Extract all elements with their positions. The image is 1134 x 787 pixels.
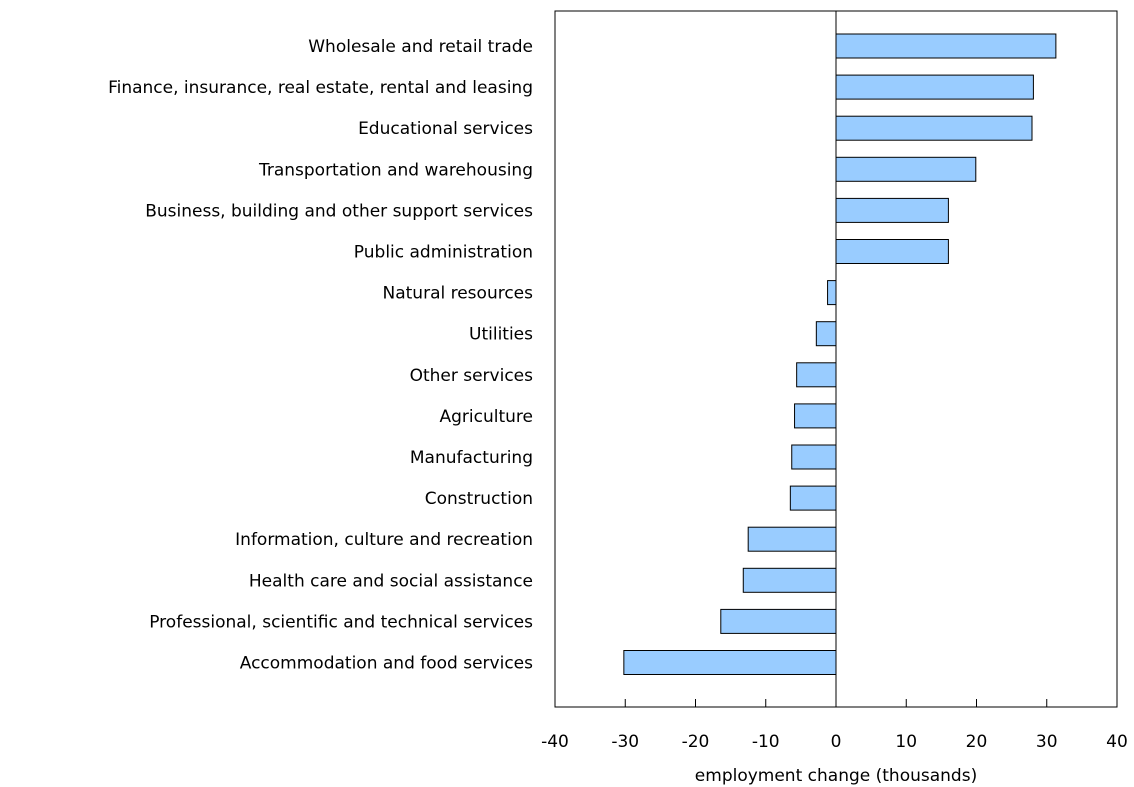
category-label: Accommodation and food services xyxy=(240,654,533,674)
bar xyxy=(827,280,837,306)
category-label: Other services xyxy=(410,366,534,386)
bar xyxy=(815,321,837,347)
x-tick-label: 10 xyxy=(895,732,917,752)
category-label: Construction xyxy=(425,489,533,509)
category-label: Agriculture xyxy=(440,407,534,427)
category-label: Health care and social assistance xyxy=(249,571,533,591)
bar xyxy=(742,567,837,593)
bar xyxy=(835,74,1034,100)
category-labels-group: Wholesale and retail trade Finance, insur… xyxy=(108,37,533,674)
bar xyxy=(796,362,837,388)
x-ticks-group: -40 -30 -20 -10 0 10 20 30 40 xyxy=(541,699,1128,752)
bar xyxy=(794,403,837,429)
bar xyxy=(789,485,837,511)
x-tick-label: -10 xyxy=(752,732,780,752)
x-tick-label: 0 xyxy=(831,732,842,752)
x-tick-label: -20 xyxy=(682,732,710,752)
bar xyxy=(623,650,837,675)
bar xyxy=(835,115,1033,141)
x-axis-label: employment change (thousands) xyxy=(695,766,977,786)
x-tick-label: -40 xyxy=(541,732,569,752)
bar xyxy=(835,156,977,182)
bar xyxy=(791,444,837,470)
bar xyxy=(720,608,837,634)
category-label: Finance, insurance, real estate, rental … xyxy=(108,78,533,98)
x-tick-label: 20 xyxy=(966,732,988,752)
category-label: Professional, scientific and technical s… xyxy=(149,612,533,632)
plot-frame xyxy=(554,10,1118,708)
category-label: Educational services xyxy=(358,119,533,139)
category-label: Manufacturing xyxy=(410,448,533,468)
bars-group xyxy=(623,33,1057,675)
x-tick-label: 40 xyxy=(1106,732,1128,752)
bar xyxy=(835,239,949,264)
bar xyxy=(835,33,1057,59)
category-label: Transportation and warehousing xyxy=(258,160,533,180)
x-tick-label: -30 xyxy=(611,732,639,752)
bar xyxy=(747,526,837,552)
x-tick-label: 30 xyxy=(1036,732,1058,752)
category-label: Wholesale and retail trade xyxy=(308,37,533,57)
category-label: Public administration xyxy=(354,243,533,263)
category-label: Natural resources xyxy=(383,284,534,304)
category-label: Information, culture and recreation xyxy=(235,530,533,550)
category-label: Business, building and other support ser… xyxy=(145,201,533,221)
category-label: Utilities xyxy=(469,325,533,345)
bar xyxy=(835,197,949,223)
